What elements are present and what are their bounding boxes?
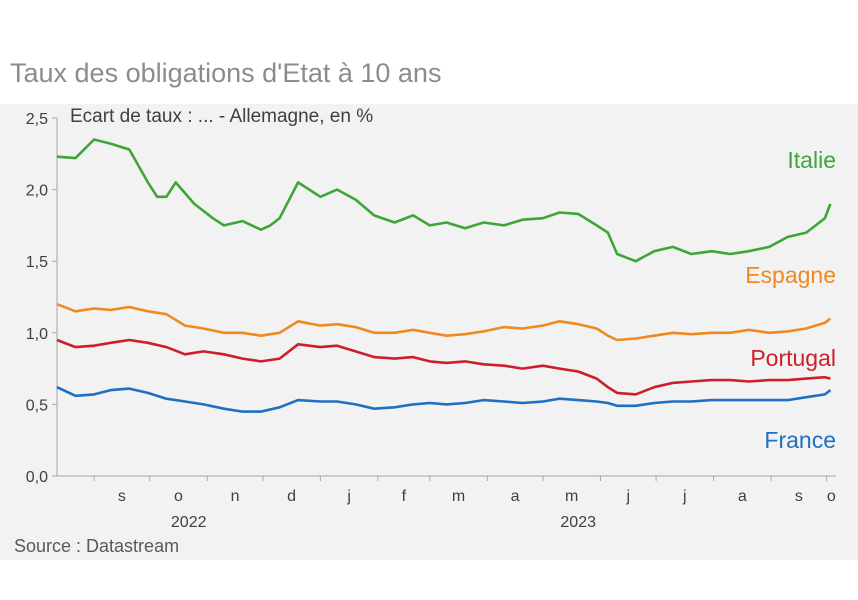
x-tick-label: j <box>625 488 630 505</box>
y-tick-label: 0,0 <box>26 469 48 486</box>
series-label-italie: Italie <box>787 147 836 173</box>
x-tick-label: j <box>346 488 351 505</box>
page-title: Taux des obligations d'Etat à 10 ans <box>10 58 442 88</box>
series-label-espagne: Espagne <box>745 262 836 288</box>
y-tick-label: 2,5 <box>26 111 48 128</box>
series-label-france: France <box>764 427 836 453</box>
series-lines <box>56 138 832 413</box>
y-tick-label: 0,5 <box>26 397 48 414</box>
x-tick-label: f <box>402 488 407 505</box>
source-note: Source : Datastream <box>14 536 180 556</box>
x-tick-label: o <box>827 488 836 505</box>
series-line-italie <box>56 138 832 263</box>
x-tick-label: d <box>287 488 296 505</box>
y-tick-label: 2,0 <box>26 183 48 200</box>
x-tick-label: n <box>231 488 240 505</box>
x-tick-label: m <box>565 488 578 505</box>
series-line-france <box>56 386 832 413</box>
y-tick-label: 1,5 <box>26 254 48 271</box>
y-tick-label: 1,0 <box>26 326 48 343</box>
year-labels: 2022 2023 <box>171 514 596 531</box>
x-tick-label: a <box>511 488 520 505</box>
series-line-espagne <box>56 302 832 342</box>
x-tick-label: o <box>174 488 183 505</box>
x-tick-label: s <box>118 488 126 505</box>
y-ticks: 0,0 0,5 1,0 1,5 2,0 2,5 <box>26 111 57 486</box>
series-labels: Italie Espagne Portugal France <box>745 147 836 453</box>
series-label-portugal: Portugal <box>750 345 836 371</box>
series-line-portugal <box>56 338 831 396</box>
x-tick-label: s <box>795 488 803 505</box>
x-tick-label: m <box>452 488 465 505</box>
x-tick-label: a <box>738 488 747 505</box>
year-label: 2022 <box>171 514 207 531</box>
x-tick-label: j <box>682 488 687 505</box>
year-label: 2023 <box>560 514 596 531</box>
chart-subtitle: Ecart de taux : ... - Allemagne, en % <box>70 106 373 127</box>
